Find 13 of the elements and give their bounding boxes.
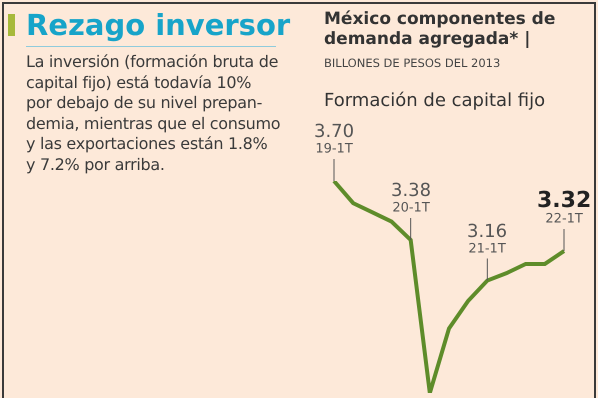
chart-subtitle: BILLONES DE PESOS DEL 2013	[324, 56, 500, 70]
x-tick-label: 20-1T	[392, 200, 430, 216]
text: Rezago inversor	[26, 8, 290, 42]
x-tick-label: 22-1T	[545, 212, 583, 227]
chart-title: México componentes de demanda agregada* |	[324, 9, 556, 49]
text: La inversión (formación bruta de capital fijo) está todavía 10% por debajo de su nivel prepan- demia, mientras que el consumo y las exportaciones están 1.8% y 7.2% por arriba.	[26, 52, 280, 175]
data-label: 3.38	[391, 180, 432, 201]
data-label: 3.16	[467, 221, 508, 242]
x-tick-label: 21-1T	[468, 242, 506, 257]
x-tick-label: 19-1T	[315, 142, 353, 157]
text: Formación de capital fijo	[324, 90, 546, 111]
data-label: 3.70	[314, 121, 354, 142]
data-label: 3.32	[537, 188, 592, 213]
